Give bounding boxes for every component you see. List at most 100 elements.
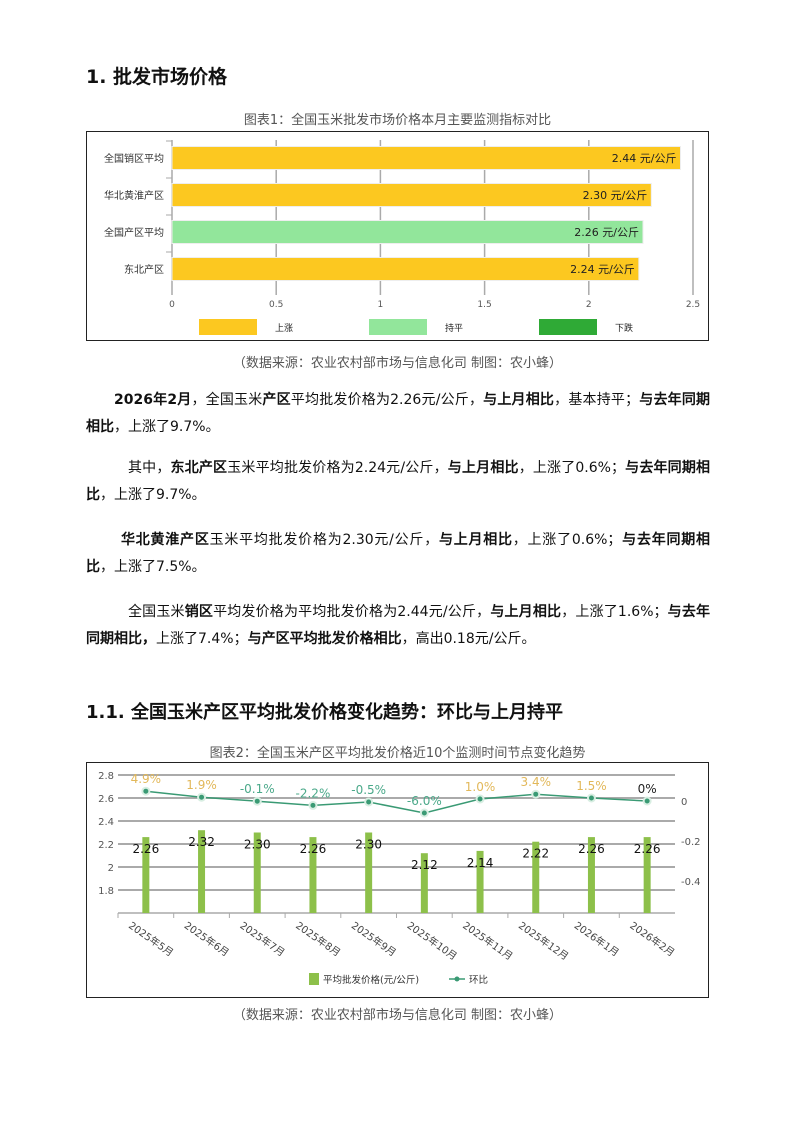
x-category-label: 2025年12月 — [516, 919, 571, 963]
y-category-label: 华北黄淮产区 — [104, 189, 164, 202]
line-value-label: 0% — [638, 782, 657, 796]
x-category-label: 2025年10月 — [405, 919, 460, 963]
bar — [532, 841, 540, 913]
paragraph: 其中，东北产区玉米平均批发价格为2.24元/公斤，与上月相比，上涨了0.6%；与… — [86, 455, 710, 509]
bar-value-label: 2.24 元/公斤 — [570, 263, 635, 276]
text: ，上涨了0.6%； — [518, 460, 625, 476]
x-tick-label: 1 — [378, 300, 384, 310]
chart2-svg: 1.8 2 2.2 2.4 2.6 2.8 0 -0.2 -0.4 2.26 2025年5月 2.32… — [98, 771, 701, 986]
line-value-label: -6.0% — [407, 794, 442, 808]
source-caption-2: （数据来源：农业农村部市场与信息化司 制图：农小蜂） — [232, 1008, 563, 1023]
bold-text: 与上月相比 — [490, 604, 562, 620]
bold-text: 与上月相比 — [447, 460, 519, 476]
bar-value-label: 2.30 元/公斤 — [583, 189, 648, 202]
y-category-label: 全国销区平均 — [104, 152, 164, 165]
line-point — [197, 792, 207, 802]
line-series — [145, 790, 648, 814]
bar — [171, 146, 681, 170]
x-category-label: 2025年8月 — [293, 919, 343, 959]
text: ，全国玉米 — [191, 392, 263, 408]
bar-value-label: 2.44 元/公斤 — [612, 152, 677, 165]
bar-value-label: 2.26 元/公斤 — [574, 226, 639, 239]
x-category-label: 2025年7月 — [238, 919, 288, 959]
bar-value-label: 2.32 — [188, 835, 215, 849]
bold-text: 华北黄淮产区 — [121, 532, 210, 548]
bar-value-label: 2.26 — [578, 842, 605, 856]
legend-label: 下跌 — [615, 323, 633, 334]
x-tick-label: 0.5 — [269, 300, 283, 310]
bold-text: 2026年2月 — [114, 392, 192, 408]
bar — [309, 837, 317, 913]
x-tick-label: 1.5 — [477, 300, 491, 310]
bold-text: 销区 — [184, 604, 214, 620]
bar-value-label: 2.26 — [132, 842, 159, 856]
paragraph: 全国玉米销区平均发价格为平均批发价格为2.44元/公斤，与上月相比，上涨了1.6… — [86, 599, 710, 653]
bar-value-label: 2.30 — [244, 838, 271, 852]
bold-text: 与去年同期相比 — [86, 460, 711, 503]
bold-text: 与产区平均批发价格相比 — [247, 631, 402, 647]
text: ，上涨了9.7%。 — [100, 487, 206, 503]
text: ，高出0.18元/公斤。 — [401, 631, 536, 647]
bar — [420, 853, 428, 913]
bar — [476, 850, 484, 913]
x-category-label: 2026年2月 — [627, 919, 677, 959]
text: 玉米平均批发价格为2.30元/公斤， — [209, 532, 439, 548]
bold-text: 与上月相比 — [438, 532, 513, 548]
bar-value-label: 2.22 — [522, 847, 549, 861]
chart2: 1.8 2 2.2 2.4 2.6 2.8 0 -0.2 -0.4 2.26 2025年5月 2.32… — [86, 762, 709, 998]
bar-value-label: 2.12 — [411, 858, 438, 872]
bar — [142, 837, 150, 913]
text: ，上涨了0.6%； — [512, 532, 622, 548]
x-tick-label: 0 — [169, 300, 175, 310]
line-value-label: 1.9% — [186, 778, 217, 792]
x-tick-label: 2 — [586, 300, 592, 310]
section-heading: 1. 批发市场价格 — [86, 66, 228, 88]
left-axis-tick: 2.6 — [98, 794, 114, 805]
line-value-label: 1.5% — [576, 779, 607, 793]
legend-swatch — [369, 319, 427, 335]
x-category-label: 2025年6月 — [182, 919, 232, 959]
subsection-heading: 1.1. 全国玉米产区平均批发价格变化趋势：环比与上月持平 — [86, 702, 563, 723]
text: 玉米平均批发价格为2.24元/公斤， — [227, 460, 448, 476]
right-axis-tick: -0.2 — [681, 837, 701, 848]
bar — [171, 220, 644, 244]
line-point — [586, 793, 596, 803]
bold-text: 与去年同期相比 — [86, 532, 711, 575]
chart1: 0 0.5 1 1.5 2 2.5 全国销区平均 2.44 元/公斤 华北黄淮产区 2.30 元/… — [86, 131, 709, 341]
line-value-label: -0.1% — [240, 782, 275, 796]
text: ，上涨了1.6%； — [561, 604, 668, 620]
bar — [198, 830, 206, 913]
y-category-label: 全国产区平均 — [104, 226, 164, 239]
legend-label: 环比 — [469, 974, 488, 986]
legend-swatch-bar — [309, 973, 319, 985]
line-value-label: 3.4% — [521, 775, 552, 789]
x-category-label: 2025年5月 — [126, 919, 176, 959]
bar — [643, 837, 651, 913]
line-value-label: 1.0% — [465, 780, 496, 794]
line-point — [642, 796, 652, 806]
line-point — [141, 786, 151, 796]
line-point — [419, 808, 429, 818]
text: 平均发价格为平均批发价格为2.44元/公斤， — [213, 604, 491, 620]
text: 平均批发价格为2.26元/公斤， — [290, 392, 484, 408]
legend-label: 平均批发价格(元/公斤) — [323, 974, 419, 986]
legend-swatch — [199, 319, 257, 335]
x-category-label: 2026年1月 — [572, 919, 622, 959]
text: 全国玉米 — [128, 604, 185, 620]
source-caption: （数据来源：农业农村部市场与信息化司 制图：农小蜂） — [232, 356, 563, 371]
right-axis-tick: 0 — [681, 797, 687, 808]
left-axis-tick: 2 — [108, 863, 114, 874]
bar — [171, 183, 652, 207]
legend-label: 上涨 — [275, 323, 293, 334]
chart2-title: 图表2：全国玉米产区平均批发价格近10个监测时间节点变化趋势 — [209, 746, 586, 761]
line-value-label: 4.9% — [131, 772, 162, 786]
line-value-label: -0.5% — [351, 783, 386, 797]
bold-text: 与去年同期相比 — [86, 392, 711, 435]
line-point — [475, 794, 485, 804]
chart1-title: 图表1：全国玉米批发市场价格本月主要监测指标对比 — [243, 113, 552, 128]
bar — [587, 837, 595, 913]
bar-value-label: 2.26 — [634, 842, 661, 856]
left-axis-tick: 2.8 — [98, 771, 114, 782]
text: ，上涨了7.5%。 — [100, 559, 206, 575]
